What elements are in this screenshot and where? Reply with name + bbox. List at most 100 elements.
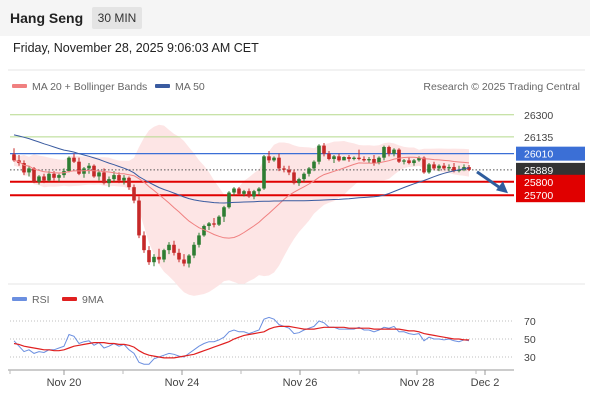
candle xyxy=(217,215,221,227)
candle-body xyxy=(337,156,341,161)
candle xyxy=(342,156,346,161)
candle xyxy=(427,163,431,174)
candle-body xyxy=(242,191,246,194)
candle-body xyxy=(22,163,26,173)
candle xyxy=(122,175,126,185)
candle xyxy=(97,171,101,181)
current-price-label: 25889 xyxy=(524,165,553,177)
rsi-line xyxy=(13,316,470,365)
candle-body xyxy=(442,165,446,169)
candle-body xyxy=(207,223,211,227)
candle-body xyxy=(107,179,111,184)
candle xyxy=(262,155,266,190)
candle-body xyxy=(312,161,316,169)
candle-body xyxy=(392,149,396,154)
candle-body xyxy=(262,156,266,189)
candle xyxy=(207,222,211,231)
candle xyxy=(132,184,136,204)
candle xyxy=(412,159,416,166)
rsi-ma-legend-label: 9MA xyxy=(82,294,104,306)
ma20-line xyxy=(13,156,470,239)
candle-body xyxy=(467,167,471,170)
candle-body xyxy=(292,172,296,184)
candle-body xyxy=(27,168,31,173)
candle-body xyxy=(277,157,281,169)
candle-body xyxy=(52,173,56,178)
candle xyxy=(147,246,151,265)
candle xyxy=(362,156,366,162)
candle xyxy=(287,165,291,176)
candle xyxy=(357,149,361,161)
candle-body xyxy=(172,244,176,253)
candle xyxy=(392,148,396,157)
candle-body xyxy=(457,169,461,172)
candle xyxy=(397,148,401,164)
candle-body xyxy=(47,173,51,181)
copyright-text: Research © 2025 Trading Central xyxy=(423,81,580,93)
candle xyxy=(252,189,256,200)
candle xyxy=(442,163,446,170)
candle xyxy=(172,240,176,256)
candle xyxy=(237,187,241,196)
moving-averages xyxy=(13,134,508,239)
rsi-tick-label: 70 xyxy=(524,316,536,328)
ma20-legend-label: MA 20 + Bollinger Bands xyxy=(32,81,147,93)
candle xyxy=(222,205,226,222)
candle-body xyxy=(447,167,451,169)
candle-body xyxy=(402,160,406,162)
candle-body xyxy=(197,235,201,245)
candle xyxy=(292,169,296,185)
candle xyxy=(32,167,36,184)
candle-body xyxy=(227,192,231,208)
candle xyxy=(107,176,111,188)
candle xyxy=(12,148,16,162)
candle xyxy=(72,153,76,164)
candle xyxy=(67,156,71,173)
rsi-ma-legend-swatch xyxy=(62,297,77,301)
candle-body xyxy=(102,172,106,184)
candle xyxy=(332,155,336,164)
candle-body xyxy=(307,168,311,174)
candle-body xyxy=(352,157,356,160)
candle xyxy=(117,172,121,184)
candle xyxy=(187,254,191,268)
timeframe-selector[interactable]: 30 MIN xyxy=(92,7,142,29)
candle-body xyxy=(12,154,16,161)
candle xyxy=(162,248,166,263)
candle-body xyxy=(32,168,36,182)
candle xyxy=(57,173,61,182)
candle xyxy=(47,171,51,182)
candle xyxy=(402,159,406,165)
candle xyxy=(42,173,46,184)
candle-body xyxy=(117,175,121,181)
candle-body xyxy=(222,207,226,217)
candle-body xyxy=(437,165,441,169)
candle-body xyxy=(177,252,181,260)
candle xyxy=(37,175,41,185)
candle xyxy=(282,165,286,173)
candle-body xyxy=(42,176,46,181)
candle xyxy=(27,165,31,177)
rsi-tick-label: 30 xyxy=(524,352,536,364)
candle-body xyxy=(232,188,236,193)
ma50-line xyxy=(13,134,470,204)
candle xyxy=(167,242,171,255)
candle-body xyxy=(157,256,161,260)
candle-body xyxy=(57,175,61,178)
candle xyxy=(102,168,106,185)
candle-body xyxy=(97,172,101,177)
candle xyxy=(372,155,376,166)
candle-body xyxy=(137,200,141,236)
candle-body xyxy=(362,159,366,161)
candle-body xyxy=(247,191,251,197)
bollinger-band-area xyxy=(14,124,469,296)
candle xyxy=(312,160,316,172)
candle-body xyxy=(72,157,76,162)
forecast-arrow-shaft xyxy=(476,170,503,191)
candle xyxy=(177,248,181,263)
candle xyxy=(437,164,441,172)
candle-body xyxy=(367,159,371,161)
candle-body xyxy=(372,159,376,164)
candle-body xyxy=(417,157,421,161)
